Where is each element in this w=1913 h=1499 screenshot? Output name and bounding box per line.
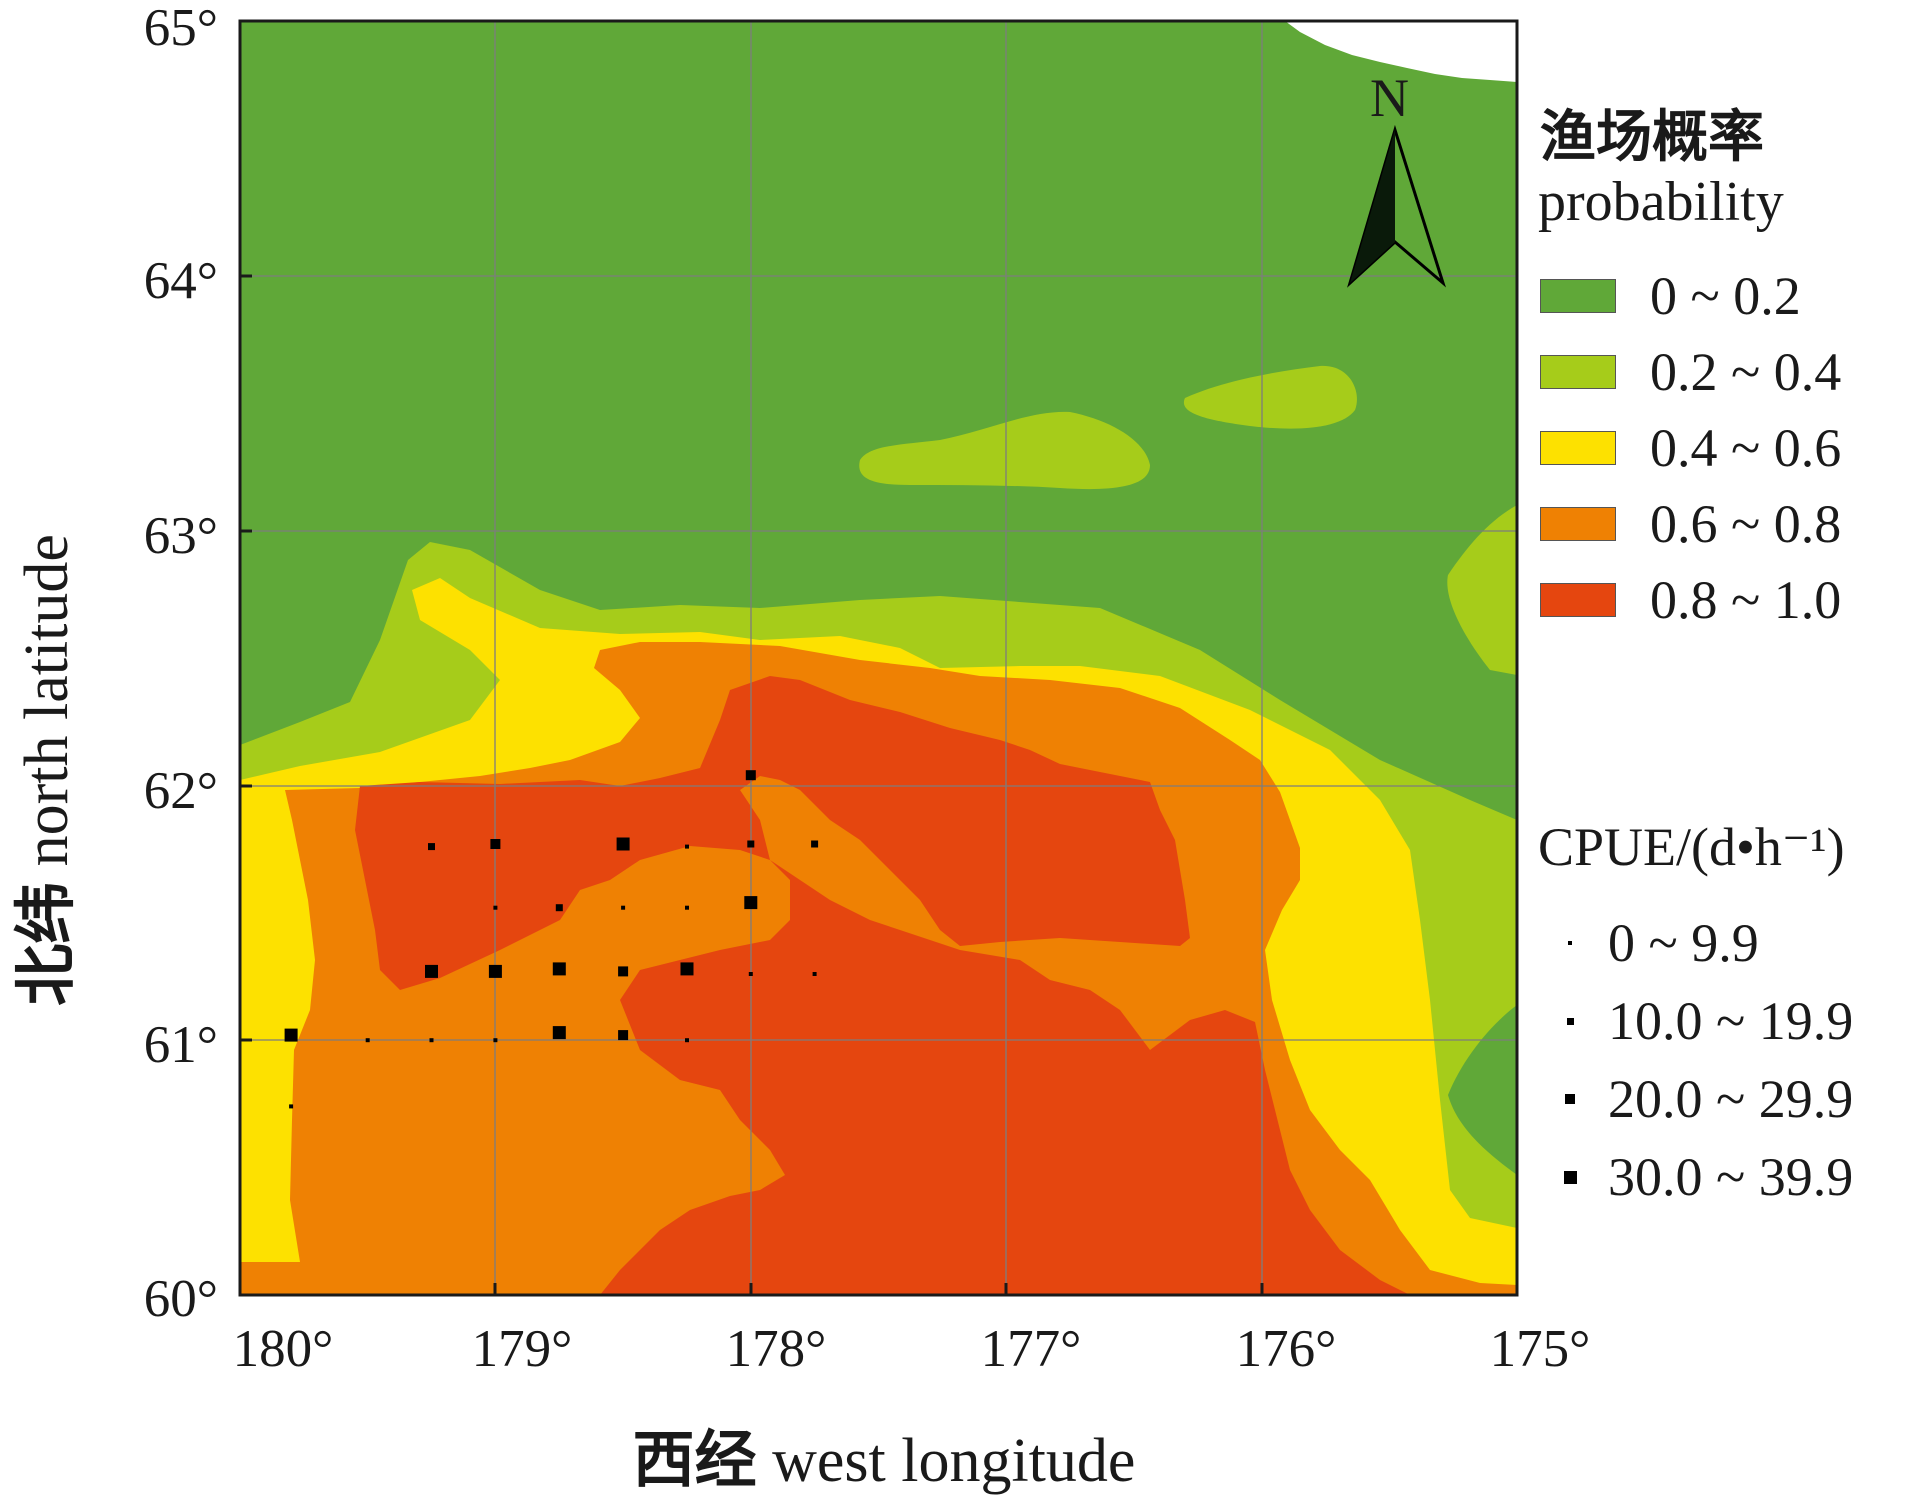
y-tick-label: 64°: [143, 252, 218, 310]
cpue-legend-item: 0 ~ 9.9: [1556, 913, 1759, 973]
cpue-legend-item: 30.0 ~ 39.9: [1556, 1147, 1853, 1207]
x-tick-label: 179°: [471, 1320, 573, 1378]
y-tick-label: 60°: [143, 1270, 218, 1328]
legend-label: 0 ~ 0.2: [1650, 266, 1801, 326]
x-tick-label: 175°: [1489, 1320, 1591, 1378]
y-tick-label: 65°: [143, 0, 218, 57]
legend-label: 0.4 ~ 0.6: [1650, 418, 1842, 478]
x-tick-label: 177°: [980, 1320, 1082, 1378]
cpue-point: [428, 843, 435, 851]
cpue-legend-label: 10.0 ~ 19.9: [1608, 991, 1854, 1051]
legend-item: 0.2 ~ 0.4: [1540, 342, 1841, 402]
legend-item: 0.6 ~ 0.8: [1540, 494, 1841, 554]
cpue-point: [685, 844, 689, 849]
cpue-point: [490, 839, 501, 849]
x-axis-title-en: west longitude: [772, 1427, 1136, 1495]
cpue-legend-label: 20.0 ~ 29.9: [1608, 1069, 1854, 1129]
x-axis-title: 西经 west longitude: [633, 1409, 1136, 1499]
cpue-point: [284, 1028, 298, 1042]
legend-item: 0 ~ 0.2: [1540, 266, 1801, 326]
legend-label: 0.6 ~ 0.8: [1650, 494, 1842, 554]
map-frame: [238, 19, 1519, 1297]
y-axis-title-en: north latitude: [13, 534, 81, 867]
legend-swatch: [1540, 507, 1616, 541]
cpue-dot-icon: [1563, 1170, 1577, 1184]
cpue-dot-icon: [1566, 1017, 1574, 1025]
cpue-point: [488, 964, 502, 978]
x-tick-label: 178°: [725, 1320, 827, 1378]
y-axis-title-cn: 北纬: [9, 881, 82, 1006]
legend-item: 0.8 ~ 1.0: [1540, 570, 1841, 630]
cpue-point: [555, 904, 563, 912]
cpue-legend-item: 20.0 ~ 29.9: [1556, 1069, 1853, 1129]
cpue-point: [618, 966, 629, 977]
cpue-point: [289, 1104, 294, 1109]
y-tick-label: 61°: [143, 1016, 218, 1074]
x-tick-label: 180°: [232, 1320, 334, 1378]
cpue-dot-icon: [1565, 1094, 1575, 1104]
cpue-point: [744, 896, 758, 910]
cpue-point: [748, 972, 753, 976]
zone-prob-0-0.2: [1448, 1005, 1517, 1175]
cpue-point: [811, 840, 819, 848]
no-data-corner: [1285, 21, 1517, 82]
legend-swatch: [1540, 279, 1616, 313]
legend-title-en: probability: [1538, 171, 1784, 233]
y-tick-label: 63°: [143, 507, 218, 565]
cpue-points: [284, 770, 819, 1109]
legend-swatch: [1540, 355, 1616, 389]
cpue-dot-icon: [1568, 941, 1572, 945]
cpue-point: [616, 837, 630, 851]
legend-swatch: [1540, 583, 1616, 617]
cpue-point: [425, 964, 438, 978]
x-tick-label: 176°: [1235, 1320, 1337, 1378]
cpue-point: [493, 1038, 498, 1043]
cpue-point: [493, 905, 498, 910]
zone-prob-0.8-1.0: [355, 676, 1410, 1295]
cpue-point: [812, 972, 817, 976]
zone-prob-0.2-0.4: [1183, 365, 1357, 429]
cpue-point: [685, 1038, 689, 1043]
cpue-legend-item: 10.0 ~ 19.9: [1556, 991, 1853, 1051]
cpue-legend-label: 30.0 ~ 39.9: [1608, 1147, 1854, 1207]
y-tick-label: 62°: [143, 762, 218, 820]
cpue-point: [429, 1038, 434, 1043]
legend-label: 0.2 ~ 0.4: [1650, 342, 1842, 402]
cpue-legend-label: 0 ~ 9.9: [1608, 913, 1759, 973]
zone-prob-0.2-0.4: [1447, 505, 1517, 675]
cpue-point: [365, 1038, 370, 1043]
legend-title-cn: 渔场概率: [1540, 105, 1764, 170]
cpue-point: [745, 770, 756, 781]
cpue-point: [747, 840, 755, 848]
cpue-point: [680, 962, 694, 976]
north-arrow-icon: [1347, 124, 1446, 288]
zone-prob-0.2-0.4: [859, 411, 1150, 490]
axis-ticks: [240, 274, 1264, 1295]
cpue-legend-title: CPUE/(d•h⁻¹): [1538, 817, 1845, 877]
cpue-point: [618, 1030, 629, 1041]
cpue-point: [621, 905, 626, 910]
x-axis-title-cn: 西经: [632, 1423, 757, 1496]
y-axis-title: 北纬 north latitude: [0, 534, 85, 1006]
legend-item: 0.4 ~ 0.6: [1540, 418, 1841, 478]
cpue-point: [685, 905, 689, 910]
graticule: [240, 21, 1517, 1295]
legend-label: 0.8 ~ 1.0: [1650, 570, 1842, 630]
legend-swatch: [1540, 431, 1616, 465]
cpue-point: [552, 1026, 566, 1040]
north-arrow-label: N: [1370, 68, 1409, 128]
cpue-point: [552, 962, 566, 976]
